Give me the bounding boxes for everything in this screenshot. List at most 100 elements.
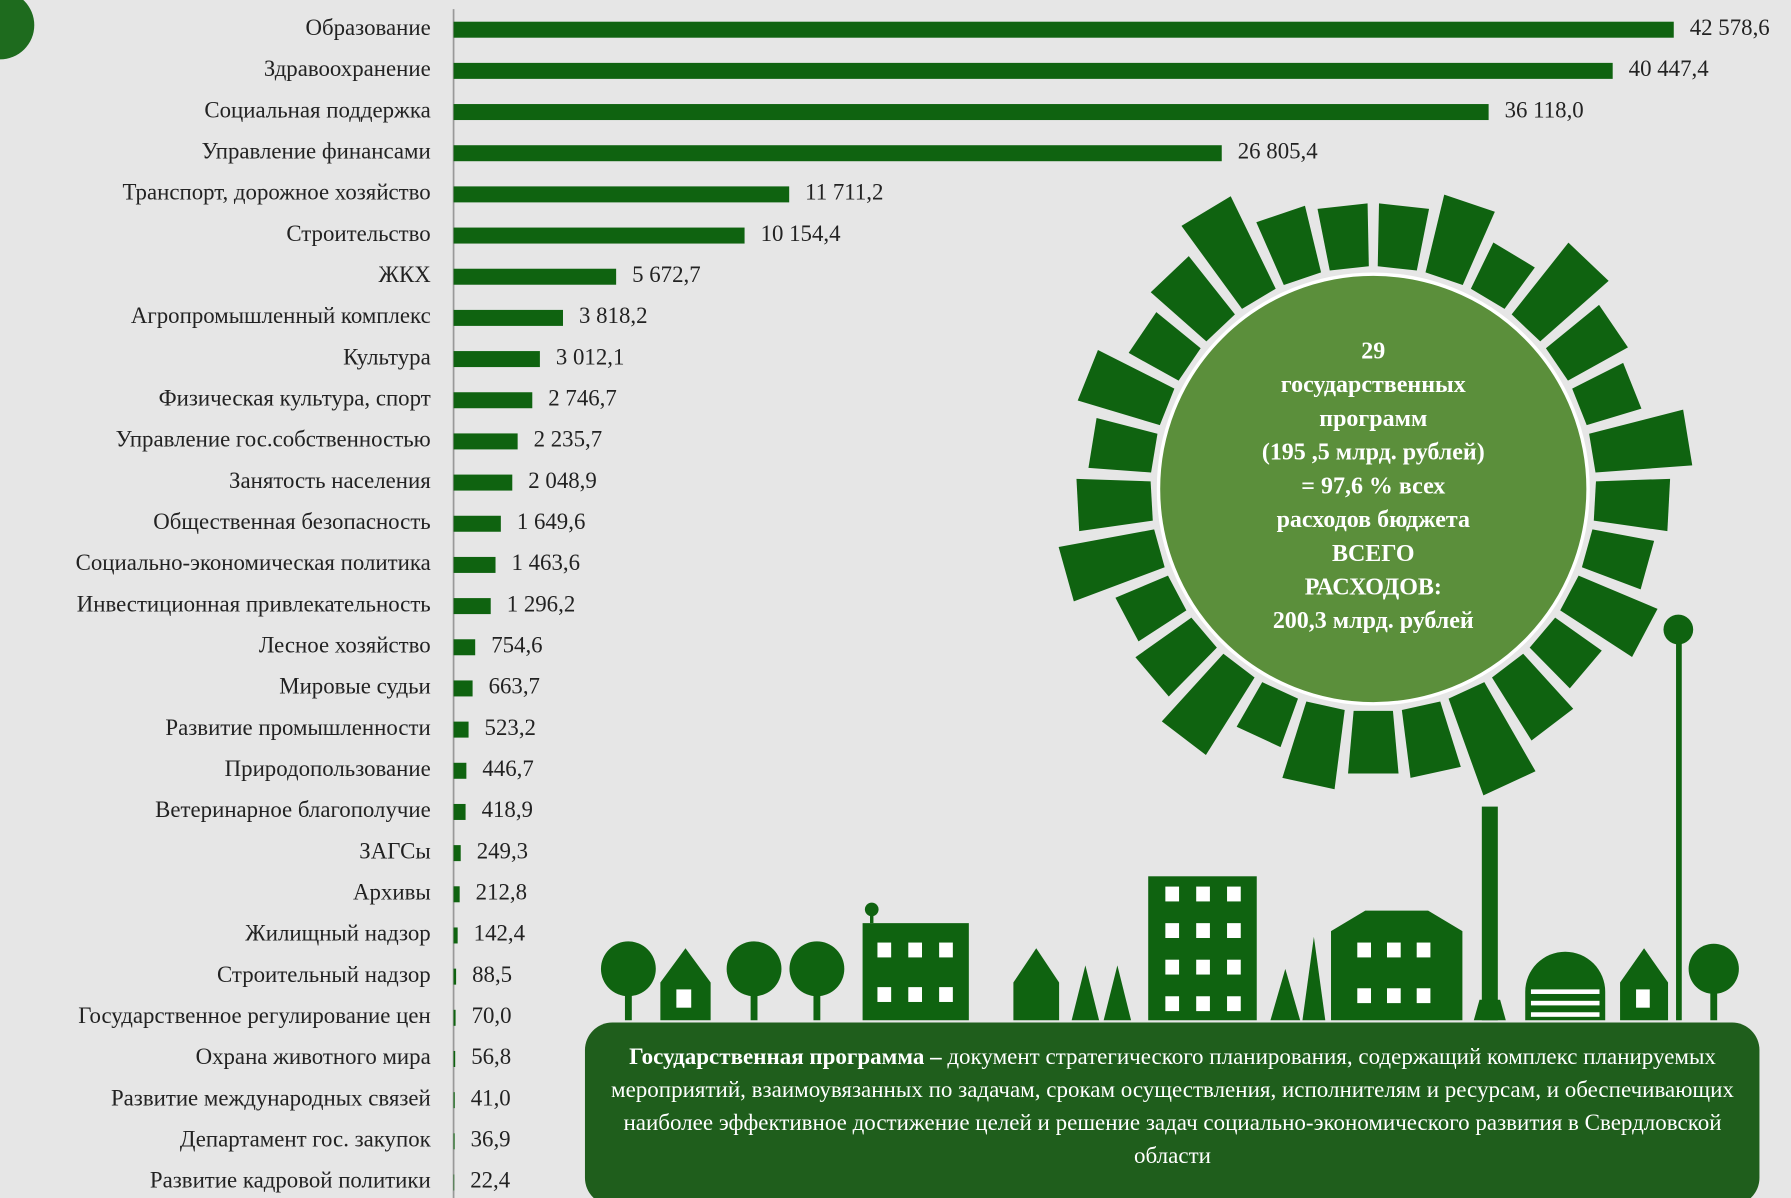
sun-ray: [1348, 711, 1398, 774]
value-label: 446,7: [482, 756, 533, 781]
bar: [454, 63, 1613, 79]
bar: [454, 1133, 455, 1149]
value-label: 36 118,0: [1505, 97, 1584, 122]
bar: [454, 557, 496, 573]
annotation-line: ВСЕГО: [1332, 541, 1415, 567]
value-label: 2 235,7: [534, 427, 603, 452]
category-label: Мировые судьи: [279, 674, 430, 699]
value-label: 40 447,4: [1629, 56, 1710, 81]
bar: [454, 845, 461, 861]
bar: [454, 392, 533, 408]
window: [1227, 996, 1241, 1011]
bar: [454, 763, 467, 779]
window: [1196, 923, 1210, 938]
bar: [454, 680, 473, 696]
bar: [454, 145, 1222, 161]
value-label: 1 463,6: [512, 550, 581, 575]
value-label: 2 746,7: [548, 385, 617, 410]
category-label: Строительство: [286, 221, 430, 246]
category-label: Здравоохранение: [264, 56, 431, 81]
window: [1165, 923, 1179, 938]
window: [1227, 887, 1241, 902]
bar: [454, 269, 617, 285]
annotation-line: 29: [1361, 339, 1385, 365]
sun-ray: [1582, 529, 1654, 589]
category-label: Физическая культура, спорт: [159, 385, 431, 410]
value-label: 523,2: [485, 715, 536, 740]
category-label: Строительный надзор: [217, 962, 431, 987]
annotation-line: программ: [1319, 406, 1427, 432]
category-label: Архивы: [353, 880, 431, 905]
category-label: ЖКХ: [379, 262, 432, 287]
definition-term: Государственная программа –: [629, 1044, 942, 1069]
value-label: 5 672,7: [632, 262, 701, 287]
category-label: Жилищный надзор: [245, 921, 430, 946]
value-label: 42 578,6: [1690, 15, 1770, 40]
value-label: 88,5: [472, 962, 512, 987]
value-label: 663,7: [489, 674, 540, 699]
page: 29 государственных программ (195 ,5 млрд. р…: [0, 0, 1791, 1198]
window: [1196, 960, 1210, 975]
category-label: Агропромышленный комплекс: [131, 303, 431, 328]
value-label: 41,0: [471, 1085, 511, 1110]
window: [1165, 960, 1179, 975]
category-label: Государственное регулирование цен: [78, 1003, 430, 1028]
category-label: Управление гос.собственностью: [116, 427, 431, 452]
category-label: Транспорт, дорожное хозяйство: [122, 180, 430, 205]
bar: [454, 886, 460, 902]
category-label: Культура: [343, 344, 431, 369]
value-label: 142,4: [474, 921, 526, 946]
annotation-line: (195 ,5 млрд. рублей): [1262, 440, 1485, 466]
sun-ray: [1378, 203, 1429, 270]
category-label: Департамент гос. закупок: [180, 1127, 432, 1152]
category-label: Социально-экономическая политика: [76, 550, 431, 575]
category-label: Развитие международных связей: [111, 1085, 431, 1110]
sun-ray: [1594, 479, 1670, 531]
bar: [454, 639, 476, 655]
value-label: 418,9: [482, 797, 533, 822]
value-label: 56,8: [471, 1044, 511, 1069]
category-label: Природопользование: [225, 756, 431, 781]
sun-ray: [1237, 682, 1298, 747]
bar: [454, 969, 457, 985]
window: [1227, 923, 1241, 938]
annotation-line: расходов бюджета: [1277, 507, 1470, 533]
window: [1165, 887, 1179, 902]
bar: [454, 104, 1489, 120]
bar: [454, 228, 745, 244]
sun-ray: [1076, 479, 1152, 531]
category-label: Лесное хозяйство: [259, 633, 431, 658]
category-label: Социальная поддержка: [204, 97, 430, 122]
annotation-line: государственных: [1281, 372, 1466, 398]
value-label: 10 154,4: [761, 221, 842, 246]
value-label: 1 296,2: [507, 591, 576, 616]
category-label: Развитие кадровой политики: [150, 1168, 431, 1193]
annotation-line: = 97,6 % всех: [1301, 473, 1445, 499]
annotation-line: РАСХОДОВ:: [1305, 574, 1442, 600]
category-label: Развитие промышленности: [165, 715, 430, 740]
definition: Государственная программа – документ стр…: [600, 1040, 1745, 1172]
category-label: Управление финансами: [202, 138, 431, 163]
value-label: 1 649,6: [517, 509, 586, 534]
bar: [454, 1174, 455, 1190]
value-label: 26 805,4: [1238, 138, 1319, 163]
bar: [454, 22, 1674, 38]
bar: [454, 351, 540, 367]
category-label: Инвестиционная привлекательность: [77, 591, 431, 616]
bar: [454, 516, 501, 532]
value-label: 212,8: [476, 880, 527, 905]
value-label: 249,3: [477, 838, 528, 863]
sun-ray: [1318, 203, 1369, 270]
sun-ray: [1088, 418, 1157, 472]
bar: [454, 722, 469, 738]
window: [1196, 887, 1210, 902]
category-label: Ветеринарное благополучие: [155, 797, 431, 822]
value-label: 70,0: [472, 1003, 512, 1028]
bar: [454, 927, 458, 943]
window: [1227, 960, 1241, 975]
bar: [454, 1051, 456, 1067]
value-label: 3 818,2: [579, 303, 648, 328]
category-label: ЗАГСы: [359, 838, 430, 863]
category-label: Общественная безопасность: [153, 509, 430, 534]
value-label: 2 048,9: [528, 468, 597, 493]
